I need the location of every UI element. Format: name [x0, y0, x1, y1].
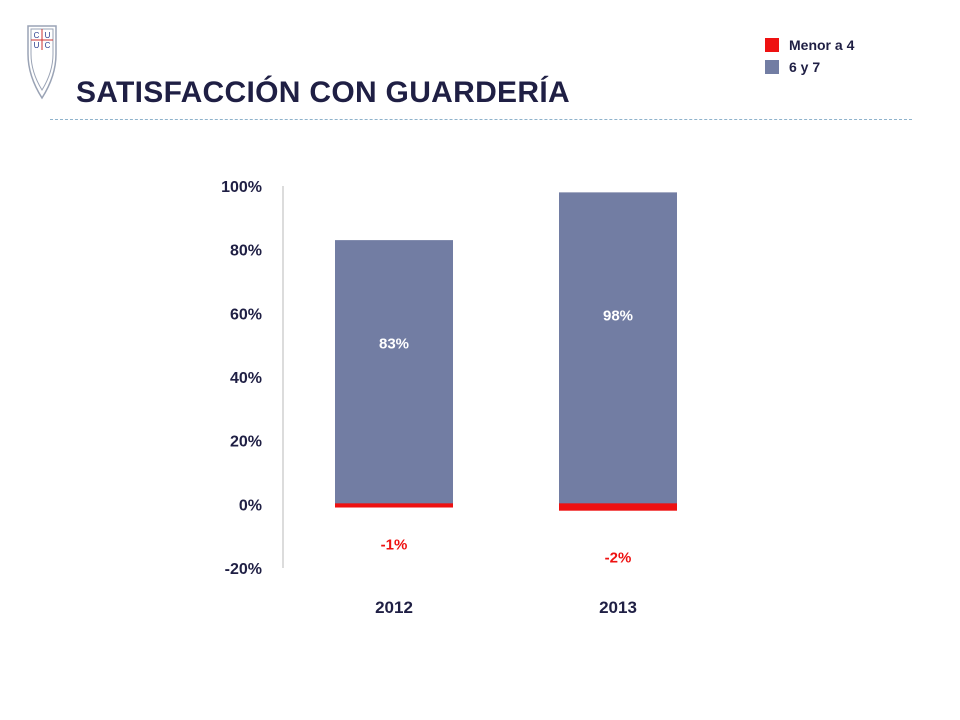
- university-shield-icon: C U U C: [27, 25, 57, 100]
- legend-label-6-y-7: 6 y 7: [789, 59, 821, 75]
- x-category-label: 2012: [375, 598, 413, 617]
- chart-legend: Menor a 4 6 y 7: [765, 34, 854, 78]
- data-label-6-y-7-2013: 98%: [603, 307, 633, 324]
- data-label-6-y-7-2012: 83%: [379, 335, 409, 352]
- legend-swatch-menor-a-4: [765, 38, 779, 52]
- page-title: SATISFACCIÓN CON GUARDERÍA: [76, 76, 570, 109]
- y-tick-label: 60%: [230, 306, 262, 323]
- bar-menor-a-4-2013: [559, 503, 677, 511]
- svg-text:U: U: [45, 31, 51, 40]
- y-tick-label: 40%: [230, 370, 262, 387]
- title-divider: [50, 119, 912, 120]
- y-tick-label: 100%: [221, 179, 262, 196]
- data-label-menor-a-4-2013: -2%: [605, 550, 632, 567]
- legend-item-menor-a-4: Menor a 4: [765, 34, 854, 56]
- y-tick-label: -20%: [225, 561, 262, 578]
- bar-6-y-7-2012: [335, 240, 453, 505]
- data-label-menor-a-4-2012: -1%: [381, 537, 408, 554]
- legend-label-menor-a-4: Menor a 4: [789, 37, 855, 53]
- svg-text:U: U: [34, 41, 40, 50]
- svg-text:C: C: [34, 31, 40, 40]
- bar-menor-a-4-2012: [335, 503, 453, 508]
- y-tick-label: 0%: [239, 497, 262, 514]
- x-category-label: 2013: [599, 598, 637, 617]
- y-tick-label: 20%: [230, 434, 262, 451]
- bar-6-y-7-2013: [559, 192, 677, 505]
- svg-text:C: C: [45, 41, 51, 50]
- legend-item-6-y-7: 6 y 7: [765, 56, 854, 78]
- y-tick-label: 80%: [230, 243, 262, 260]
- legend-swatch-6-y-7: [765, 60, 779, 74]
